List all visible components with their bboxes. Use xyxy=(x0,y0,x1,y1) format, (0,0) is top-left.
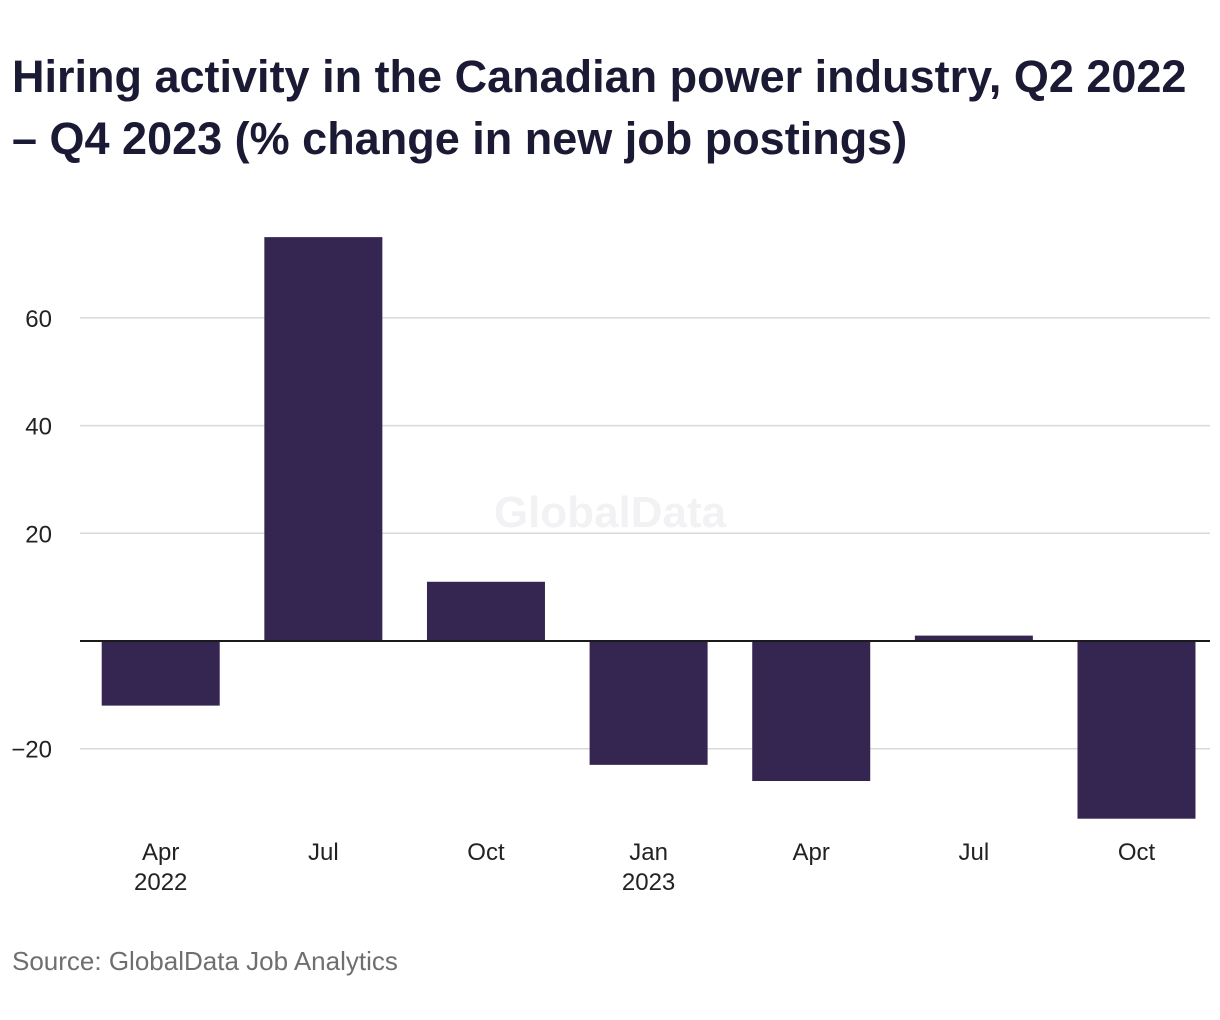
bar xyxy=(1077,641,1196,819)
x-tick-label: Apr xyxy=(142,839,179,866)
bar xyxy=(101,641,220,706)
bar xyxy=(264,237,383,641)
y-tick-label: 40 xyxy=(25,414,52,441)
bar xyxy=(914,635,1033,641)
x-tick-label: Oct xyxy=(1118,839,1156,866)
x-tick-label: Oct xyxy=(467,839,505,866)
x-tick-label: Apr xyxy=(793,839,830,866)
chart-title: Hiring activity in the Canadian power in… xyxy=(12,51,1187,164)
x-tick-label: Jul xyxy=(308,839,339,866)
x-axis-ticks: Apr 2022 Jul Oct Jan 2023 Apr Jul Oct xyxy=(134,839,1155,896)
bar xyxy=(426,581,545,641)
y-tick-label: −20 xyxy=(11,737,52,764)
x-tick-label: 2023 xyxy=(622,869,675,896)
x-tick-label: Jul xyxy=(959,839,990,866)
x-tick-label: 2022 xyxy=(134,869,187,896)
y-axis-ticks: −20 20 40 60 xyxy=(11,306,52,764)
bar xyxy=(589,641,708,765)
x-tick-label: Jan xyxy=(629,839,668,866)
y-tick-label: 60 xyxy=(25,306,52,333)
source-note: Source: GlobalData Job Analytics xyxy=(12,946,398,976)
watermark-text: GlobalData xyxy=(494,488,727,537)
bars xyxy=(101,237,1196,819)
y-tick-label: 20 xyxy=(25,521,52,548)
bar xyxy=(752,641,871,782)
